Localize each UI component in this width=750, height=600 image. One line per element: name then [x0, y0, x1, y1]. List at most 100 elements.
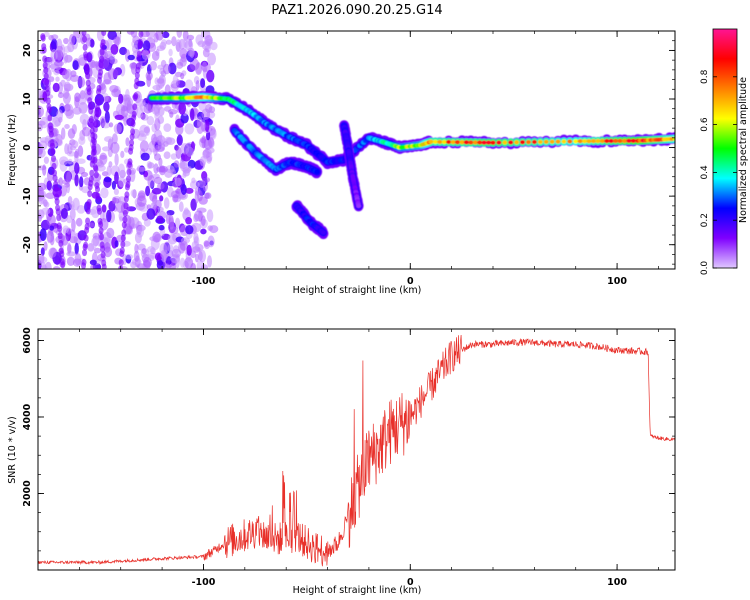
noise-blob [171, 248, 182, 258]
noise-streak [137, 38, 143, 46]
ridge-core [314, 169, 320, 175]
ridge-main-trace [146, 90, 675, 170]
spectrogram-frame [37, 30, 676, 270]
noise-blob [132, 44, 139, 54]
noise-blob [185, 187, 194, 194]
noise-streak [96, 204, 102, 212]
noise-blob [118, 176, 125, 188]
noise-blob [200, 119, 206, 132]
noise-blob [156, 166, 166, 173]
noise-blob [120, 150, 125, 158]
noise-blob [180, 237, 191, 244]
noise-streak [89, 127, 95, 135]
noise-blob [75, 218, 83, 226]
noise-blob [206, 69, 215, 83]
noise-blob [198, 180, 206, 188]
noise-blob [117, 196, 126, 204]
noise-blob [68, 34, 76, 45]
noise-blob [103, 177, 112, 183]
noise-blob [201, 135, 206, 149]
noise-blob [186, 244, 192, 256]
noise-blob [63, 52, 69, 64]
ridge-core [604, 138, 610, 144]
noise-streak [82, 43, 88, 51]
noise-blob [43, 156, 50, 164]
noise-blob [64, 182, 70, 188]
noise-streak [91, 145, 97, 153]
noise-blob [154, 118, 161, 131]
ridge-core [525, 139, 532, 145]
noise-blob [81, 126, 91, 137]
noise-blob [65, 109, 75, 119]
noise-blob [207, 235, 215, 248]
noise-blob [71, 124, 77, 135]
noise-blob [114, 171, 119, 185]
noise-streak [40, 33, 46, 41]
noise-streak [93, 120, 99, 128]
noise-blob [194, 210, 204, 222]
noise-blob [119, 46, 128, 56]
noise-blob [109, 58, 118, 65]
noise-blob [39, 228, 47, 242]
noise-blob [189, 180, 200, 190]
noise-blob [74, 92, 81, 103]
noise-streak [89, 121, 95, 129]
noise-blob [180, 72, 185, 80]
noise-blob [168, 62, 177, 75]
noise-blob [159, 195, 164, 202]
noise-blob [165, 256, 172, 265]
noise-blob [208, 130, 216, 139]
noise-blob [104, 136, 114, 143]
noise-streak [93, 171, 99, 179]
noise-blob [207, 225, 213, 231]
noise-blob [151, 187, 162, 195]
noise-streak [96, 84, 102, 92]
noise-blob [189, 108, 195, 121]
noise-blob [205, 38, 213, 45]
noise-blob [132, 35, 140, 44]
noise-blob [90, 264, 95, 269]
noise-blob [207, 52, 217, 66]
noise-blob [43, 241, 48, 251]
snr-x-axis-label: Height of straight line (km) [293, 585, 422, 596]
noise-blob [49, 225, 55, 231]
noise-streak [85, 207, 91, 215]
ridge-core [577, 139, 583, 144]
noise-streak [99, 48, 105, 56]
noise-blob [64, 81, 71, 93]
noise-blob [79, 113, 90, 125]
noise-blob [202, 48, 210, 58]
spectrogram-y-axis-label: Frequency (Hz) [7, 114, 18, 186]
noise-blob [198, 249, 206, 263]
noise-streak [87, 103, 93, 111]
noise-blob [54, 60, 64, 67]
noise-blob [143, 257, 152, 268]
noise-blob [46, 180, 52, 191]
ridge-core [549, 139, 555, 144]
noise-blob [207, 255, 212, 268]
noise-streak [130, 128, 136, 136]
noise-blob [60, 79, 66, 87]
noise-streak [98, 227, 104, 235]
noise-blob [111, 180, 116, 190]
noise-blob [102, 96, 112, 102]
noise-blob [130, 217, 140, 228]
noise-blob [186, 34, 195, 41]
noise-blob [62, 92, 71, 105]
noise-blob [53, 69, 60, 76]
noise-blob [139, 124, 149, 137]
noise-streak [87, 190, 93, 198]
noise-blob [175, 217, 181, 229]
noise-blob [175, 146, 182, 159]
noise-blob [164, 136, 173, 145]
noise-streak [126, 168, 132, 176]
y-tick-label: 10 [22, 92, 33, 106]
noise-blob [178, 201, 184, 212]
noise-blob [136, 106, 144, 119]
noise-blob [114, 240, 119, 248]
ridge-core [450, 139, 456, 145]
noise-streak [88, 115, 94, 123]
noise-blob [53, 266, 61, 269]
noise-blob [74, 252, 82, 266]
